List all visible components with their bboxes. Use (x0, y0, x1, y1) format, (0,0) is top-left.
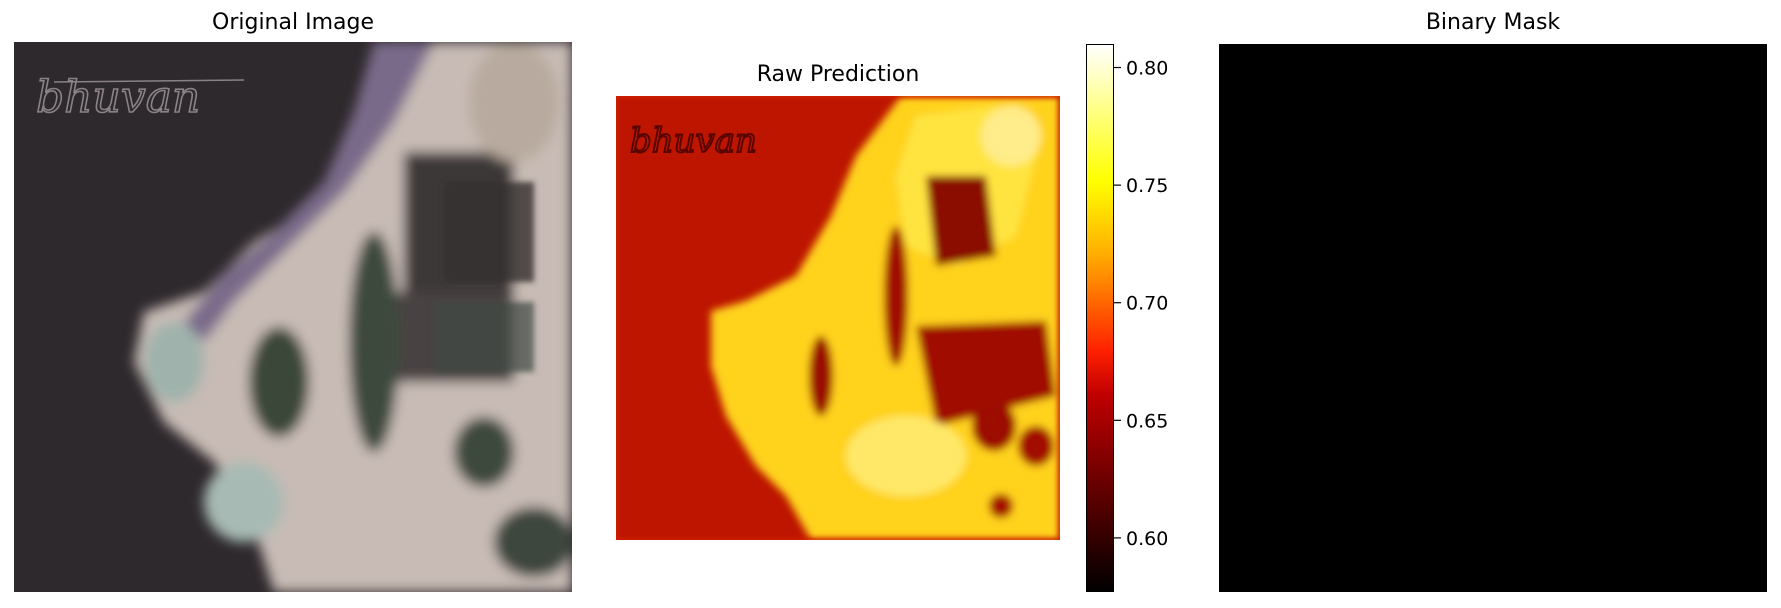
colorbar-tick-label: 0.75 (1126, 175, 1168, 197)
colorbar (1086, 44, 1114, 592)
colorbar-tick-label: 0.70 (1126, 293, 1168, 315)
original-watermark: bhuvan (36, 72, 200, 123)
prediction-watermark: bhuvan (630, 121, 757, 161)
binary-mask-title: Binary Mask (1425, 10, 1561, 35)
raw-prediction-title: Raw Prediction (756, 62, 920, 87)
binary-mask (1219, 44, 1767, 592)
colorbar-tick-label: 0.65 (1126, 410, 1168, 432)
raw-prediction-heatmap: bhuvan (616, 96, 1060, 540)
colorbar-tick-label: 0.60 (1126, 528, 1168, 550)
original-image-title: Original Image (212, 10, 374, 35)
colorbar-tick-label: 0.80 (1126, 58, 1168, 80)
colorbar-axis: 0.60 0.65 0.70 0.75 0.80 (1114, 58, 1168, 550)
original-image-svg: bhuvan (14, 42, 572, 592)
raw-prediction-svg: bhuvan (616, 96, 1060, 540)
original-image: bhuvan (14, 42, 572, 592)
colorbar-gradient (1086, 44, 1114, 592)
